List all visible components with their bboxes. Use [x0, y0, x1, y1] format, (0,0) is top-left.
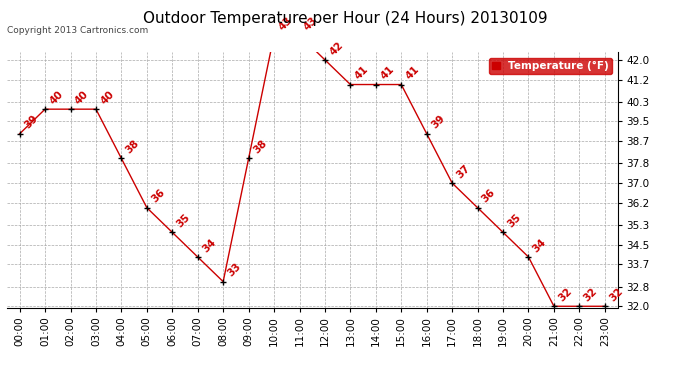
Text: 38: 38 — [124, 138, 141, 156]
Text: 35: 35 — [175, 212, 192, 230]
Text: 34: 34 — [200, 237, 217, 254]
Text: 33: 33 — [226, 261, 243, 279]
Text: 38: 38 — [251, 138, 268, 156]
Text: 32: 32 — [582, 286, 599, 303]
Text: Copyright 2013 Cartronics.com: Copyright 2013 Cartronics.com — [7, 26, 148, 35]
Legend: Temperature (°F): Temperature (°F) — [489, 58, 612, 74]
Text: 43: 43 — [277, 15, 294, 32]
Text: 43: 43 — [302, 15, 319, 32]
Text: 42: 42 — [328, 39, 345, 57]
Text: 36: 36 — [480, 188, 497, 205]
Text: 40: 40 — [99, 89, 116, 106]
Text: 41: 41 — [353, 64, 371, 82]
Text: 32: 32 — [557, 286, 574, 303]
Text: 40: 40 — [73, 89, 90, 106]
Text: 39: 39 — [22, 114, 39, 131]
Text: 34: 34 — [531, 237, 549, 254]
Text: 41: 41 — [404, 64, 421, 82]
Text: Outdoor Temperature per Hour (24 Hours) 20130109: Outdoor Temperature per Hour (24 Hours) … — [143, 11, 547, 26]
Text: 35: 35 — [506, 212, 523, 230]
Text: 40: 40 — [48, 89, 65, 106]
Text: 37: 37 — [455, 163, 472, 180]
Text: 39: 39 — [429, 114, 446, 131]
Text: 36: 36 — [149, 188, 167, 205]
Text: 32: 32 — [607, 286, 624, 303]
Text: 41: 41 — [378, 64, 396, 82]
